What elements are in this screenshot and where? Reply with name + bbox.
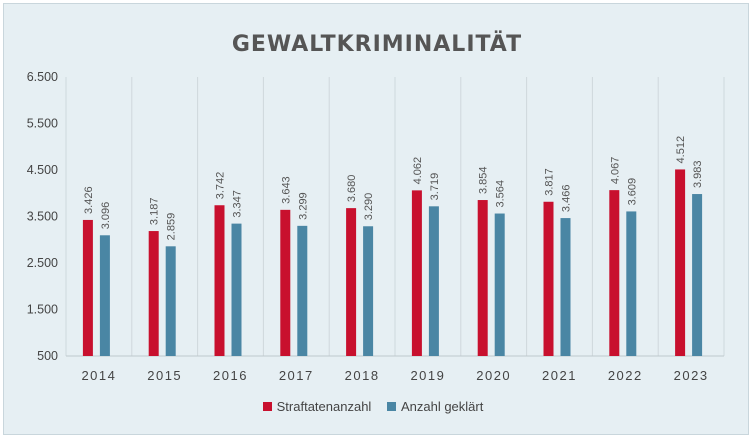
data-label: 3.854 <box>478 167 490 195</box>
bar <box>626 211 637 356</box>
y-tick-label: 1.500 <box>27 303 58 317</box>
data-label: 3.299 <box>297 192 309 220</box>
data-label: 3.466 <box>561 185 573 213</box>
data-label: 3.680 <box>346 175 358 203</box>
data-label: 4.067 <box>609 157 621 185</box>
x-tick-label: 2021 <box>542 368 577 383</box>
bar <box>148 231 159 356</box>
y-tick-label: 3.500 <box>27 210 58 224</box>
bar <box>346 208 357 356</box>
bar <box>363 226 374 356</box>
legend-item-anzahl-geklaert: Anzahl geklärt <box>386 399 484 414</box>
x-tick-label: 2023 <box>674 368 709 383</box>
data-label: 3.742 <box>215 172 227 200</box>
bar <box>428 206 439 356</box>
bar <box>82 219 93 356</box>
x-tick-label: 2016 <box>213 368 248 383</box>
bar <box>560 218 571 356</box>
y-tick-label: 2.500 <box>27 256 58 270</box>
legend-label-straftatenanzahl: Straftatenanzahl <box>276 399 372 414</box>
bar <box>543 201 554 356</box>
bar <box>477 200 488 356</box>
bar <box>692 194 703 356</box>
y-tick-label: 5.500 <box>27 117 58 131</box>
data-label: 3.719 <box>429 173 441 201</box>
x-tick-label: 2015 <box>147 368 182 383</box>
data-label: 3.187 <box>149 198 161 226</box>
bar <box>165 246 176 356</box>
bar <box>411 190 422 356</box>
y-tick-label: 6.500 <box>27 70 58 84</box>
bar <box>231 223 242 356</box>
legend-item-straftatenanzahl: Straftatenanzahl <box>262 399 372 414</box>
data-label: 3.983 <box>692 161 704 189</box>
legend-label-anzahl-geklaert: Anzahl geklärt <box>400 399 484 414</box>
y-tick-label: 500 <box>37 349 58 363</box>
data-label: 3.096 <box>100 202 112 230</box>
bar <box>214 205 225 356</box>
legend-swatch-straftatenanzahl <box>262 402 272 411</box>
x-tick-label: 2022 <box>608 368 643 383</box>
x-tick-label: 2017 <box>279 368 314 383</box>
x-tick-label: 2018 <box>345 368 380 383</box>
bar <box>609 190 620 356</box>
data-label: 4.062 <box>412 157 424 185</box>
data-label: 4.512 <box>675 136 687 164</box>
data-label: 2.859 <box>166 213 178 241</box>
data-label: 3.290 <box>363 193 375 221</box>
data-label: 3.817 <box>544 168 556 196</box>
data-label: 3.609 <box>626 178 638 206</box>
legend-swatch-anzahl-geklaert <box>386 402 396 411</box>
y-tick-label: 4.500 <box>27 163 58 177</box>
data-label: 3.347 <box>232 190 244 218</box>
x-tick-label: 2014 <box>81 368 116 383</box>
bar <box>494 213 505 356</box>
bar <box>675 169 686 356</box>
data-label: 3.643 <box>280 176 292 204</box>
chart-title: GEWALTKRIMINALITÄT <box>231 32 523 57</box>
x-tick-label: 2019 <box>410 368 445 383</box>
bar <box>280 209 291 356</box>
data-label: 3.426 <box>83 186 95 214</box>
legend: Straftatenanzahl Anzahl geklärt <box>0 399 746 414</box>
bar <box>99 235 110 356</box>
x-tick-label: 2020 <box>476 368 511 383</box>
chart-container: GEWALTKRIMINALITÄT <box>3 3 749 435</box>
bar <box>297 225 308 356</box>
data-label: 3.564 <box>495 180 507 208</box>
